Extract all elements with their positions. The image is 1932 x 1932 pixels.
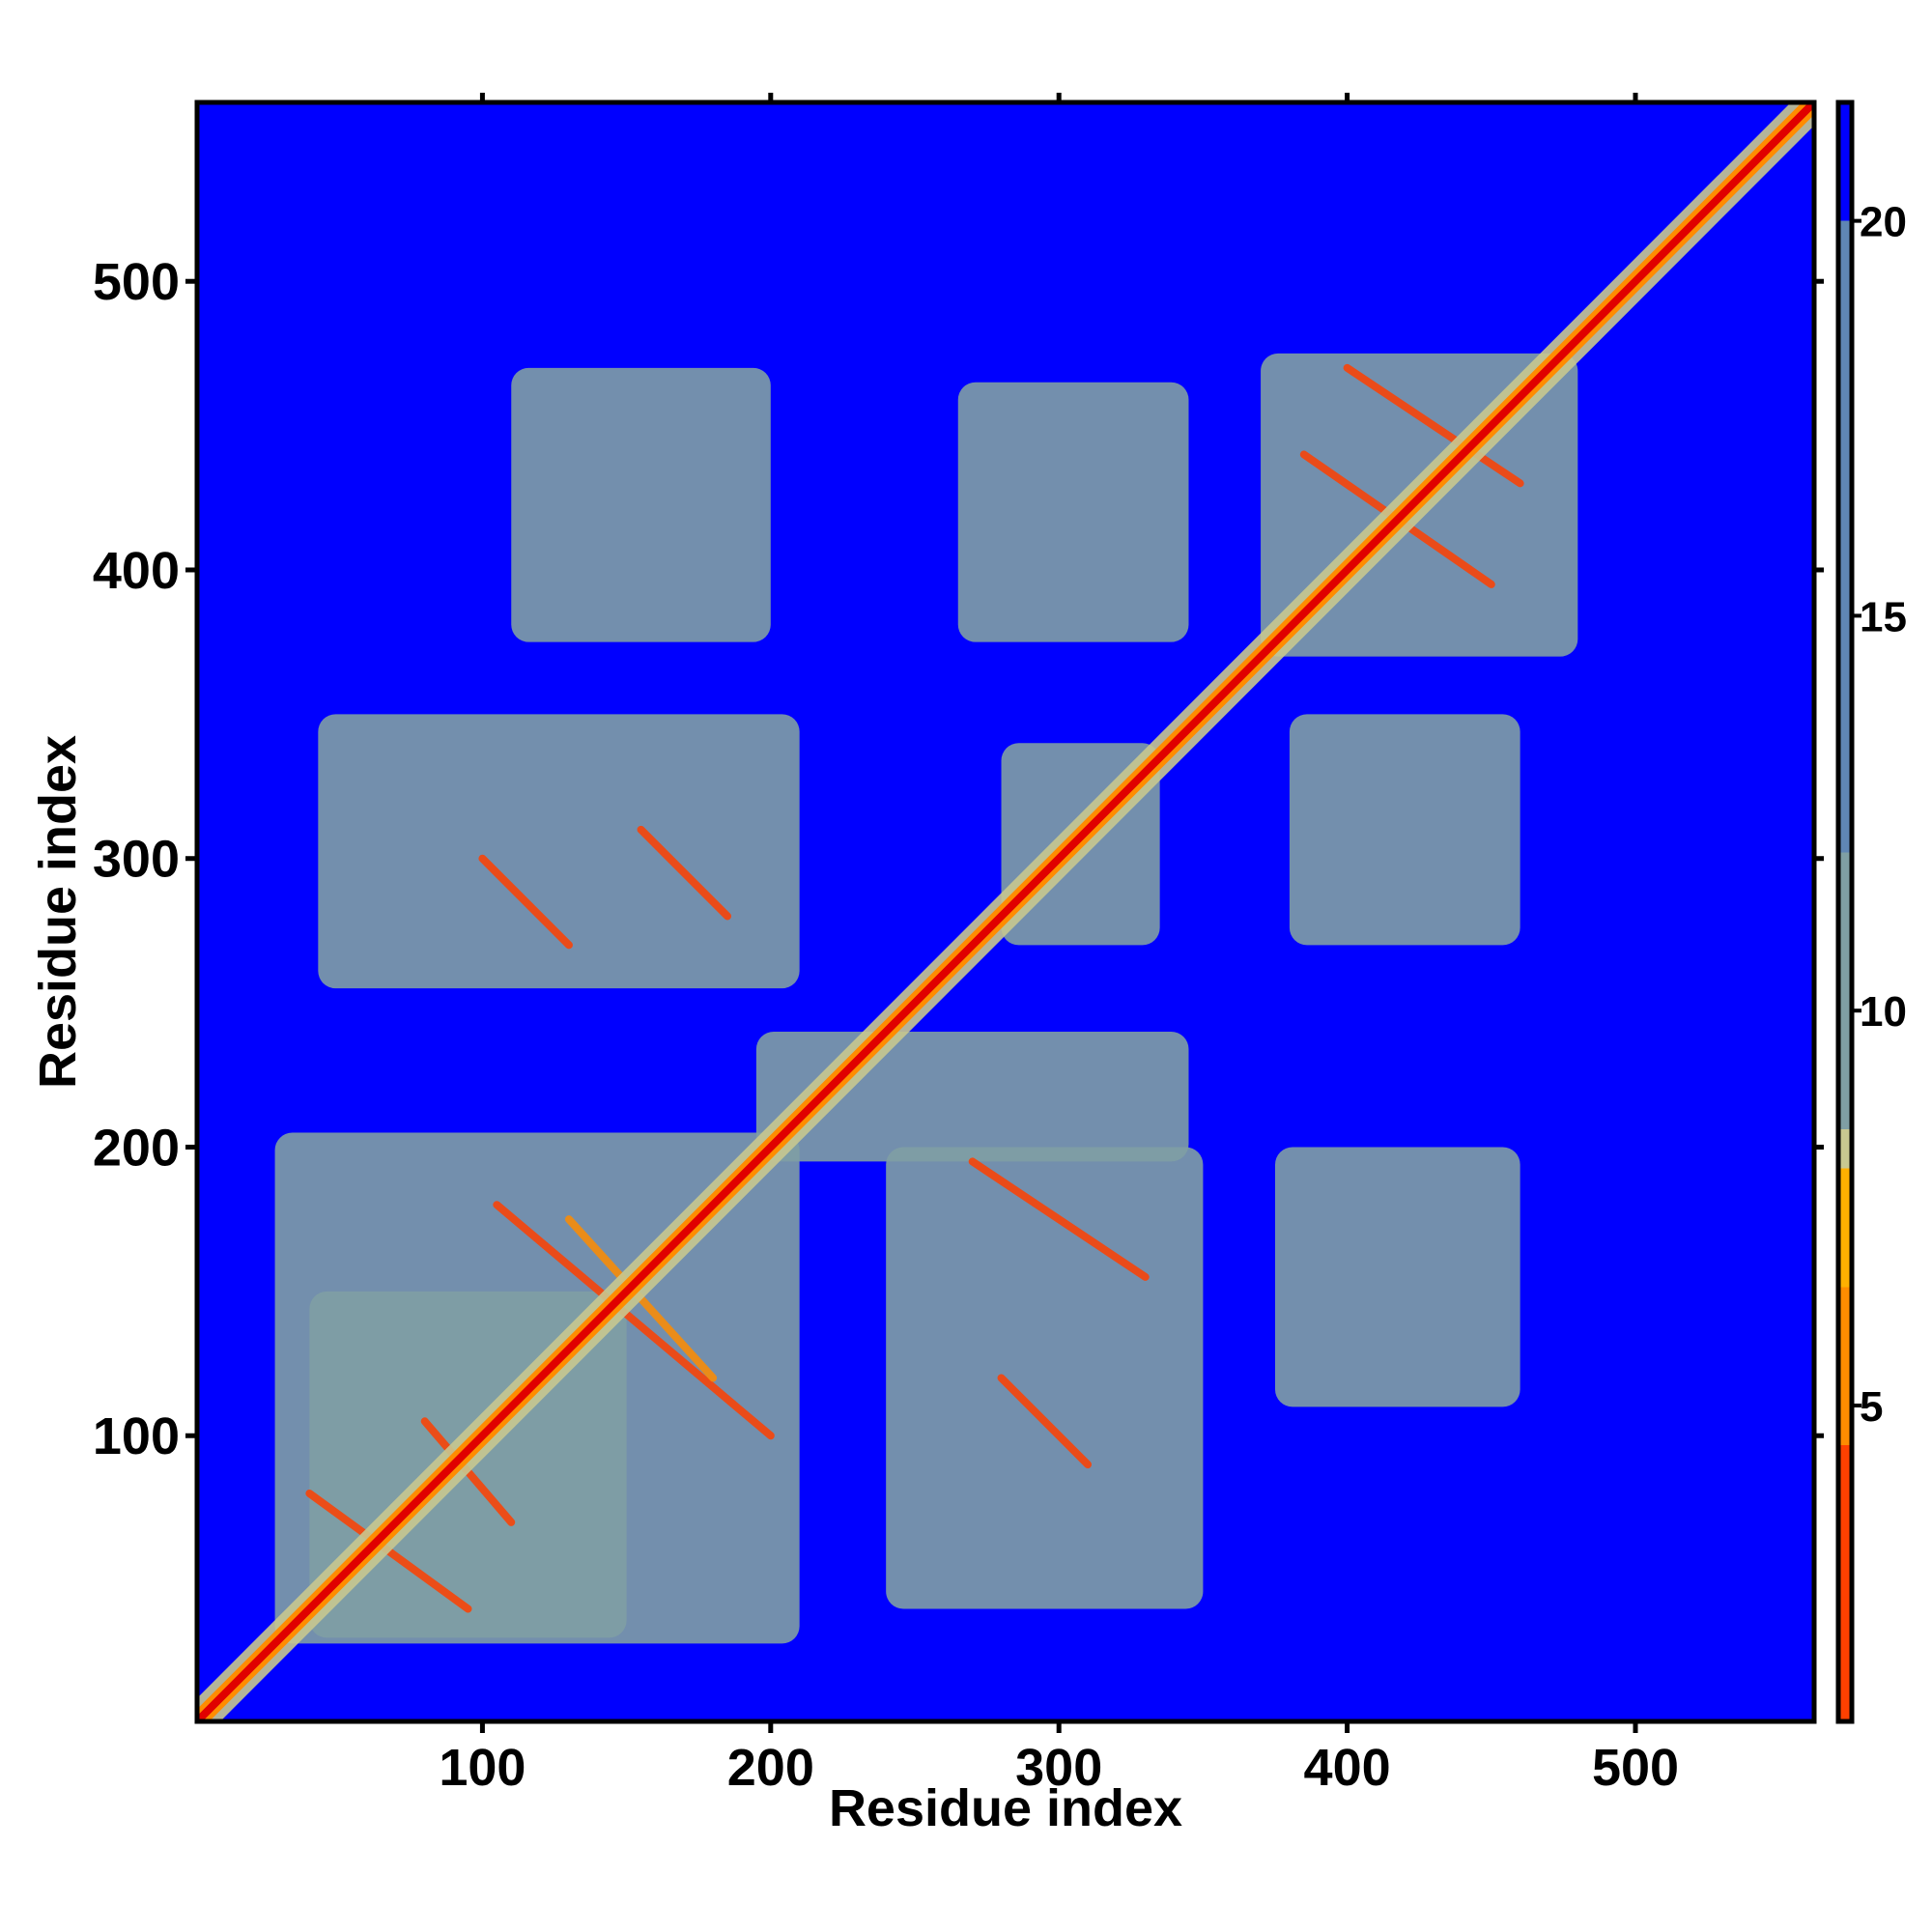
contact-line-5 — [997, 1374, 1093, 1469]
x-tick-label-200: 200 — [727, 1739, 814, 1797]
y-tick-label-400: 400 — [93, 542, 180, 600]
contact-line-7 — [637, 825, 732, 921]
contact-block-2 — [886, 1147, 1204, 1609]
contact-block-3 — [318, 714, 800, 989]
colorbar-tick-label-10: 10 — [1860, 988, 1907, 1036]
x-axis-top-ticks — [479, 93, 1638, 102]
contact-line-4 — [968, 1157, 1150, 1281]
heatmap-cells — [197, 102, 1814, 1721]
y-axis-title: Residue index — [29, 735, 87, 1089]
y-tick-label-500: 500 — [93, 253, 180, 311]
colorbar — [1835, 99, 1855, 1724]
y-tick-label-100: 100 — [93, 1407, 180, 1465]
x-tick-label-400: 400 — [1304, 1739, 1391, 1797]
diagonal-band-core — [197, 102, 1814, 1721]
x-axis: 100 200 300 400 500 — [439, 1721, 1679, 1797]
plot-frame — [194, 99, 1817, 1724]
contact-block-9 — [1275, 1147, 1520, 1407]
x-tick-label-500: 500 — [1592, 1739, 1679, 1797]
contact-block-10 — [1289, 714, 1520, 946]
contact-block-7 — [511, 367, 771, 642]
colorbar-tick-label-15: 15 — [1860, 593, 1907, 640]
contact-line-9 — [1343, 363, 1524, 488]
y-tick-label-200: 200 — [93, 1119, 180, 1177]
y-axis-right-ticks — [1814, 278, 1824, 1438]
contact-block-8 — [957, 382, 1189, 642]
colorbar-tick-label-20: 20 — [1860, 199, 1907, 246]
x-tick-label-100: 100 — [439, 1739, 526, 1797]
x-axis-title: Residue index — [829, 1779, 1182, 1837]
y-tick-label-300: 300 — [93, 831, 180, 889]
colorbar-ticks: 5 10 15 20 — [1852, 199, 1907, 1431]
contact-line-2 — [493, 1201, 775, 1440]
contact-line-6 — [478, 854, 573, 950]
y-axis: 100 200 300 400 500 — [93, 253, 197, 1465]
x-tick-label-300: 300 — [1015, 1739, 1102, 1797]
colorbar-tick-label-5: 5 — [1860, 1383, 1883, 1431]
